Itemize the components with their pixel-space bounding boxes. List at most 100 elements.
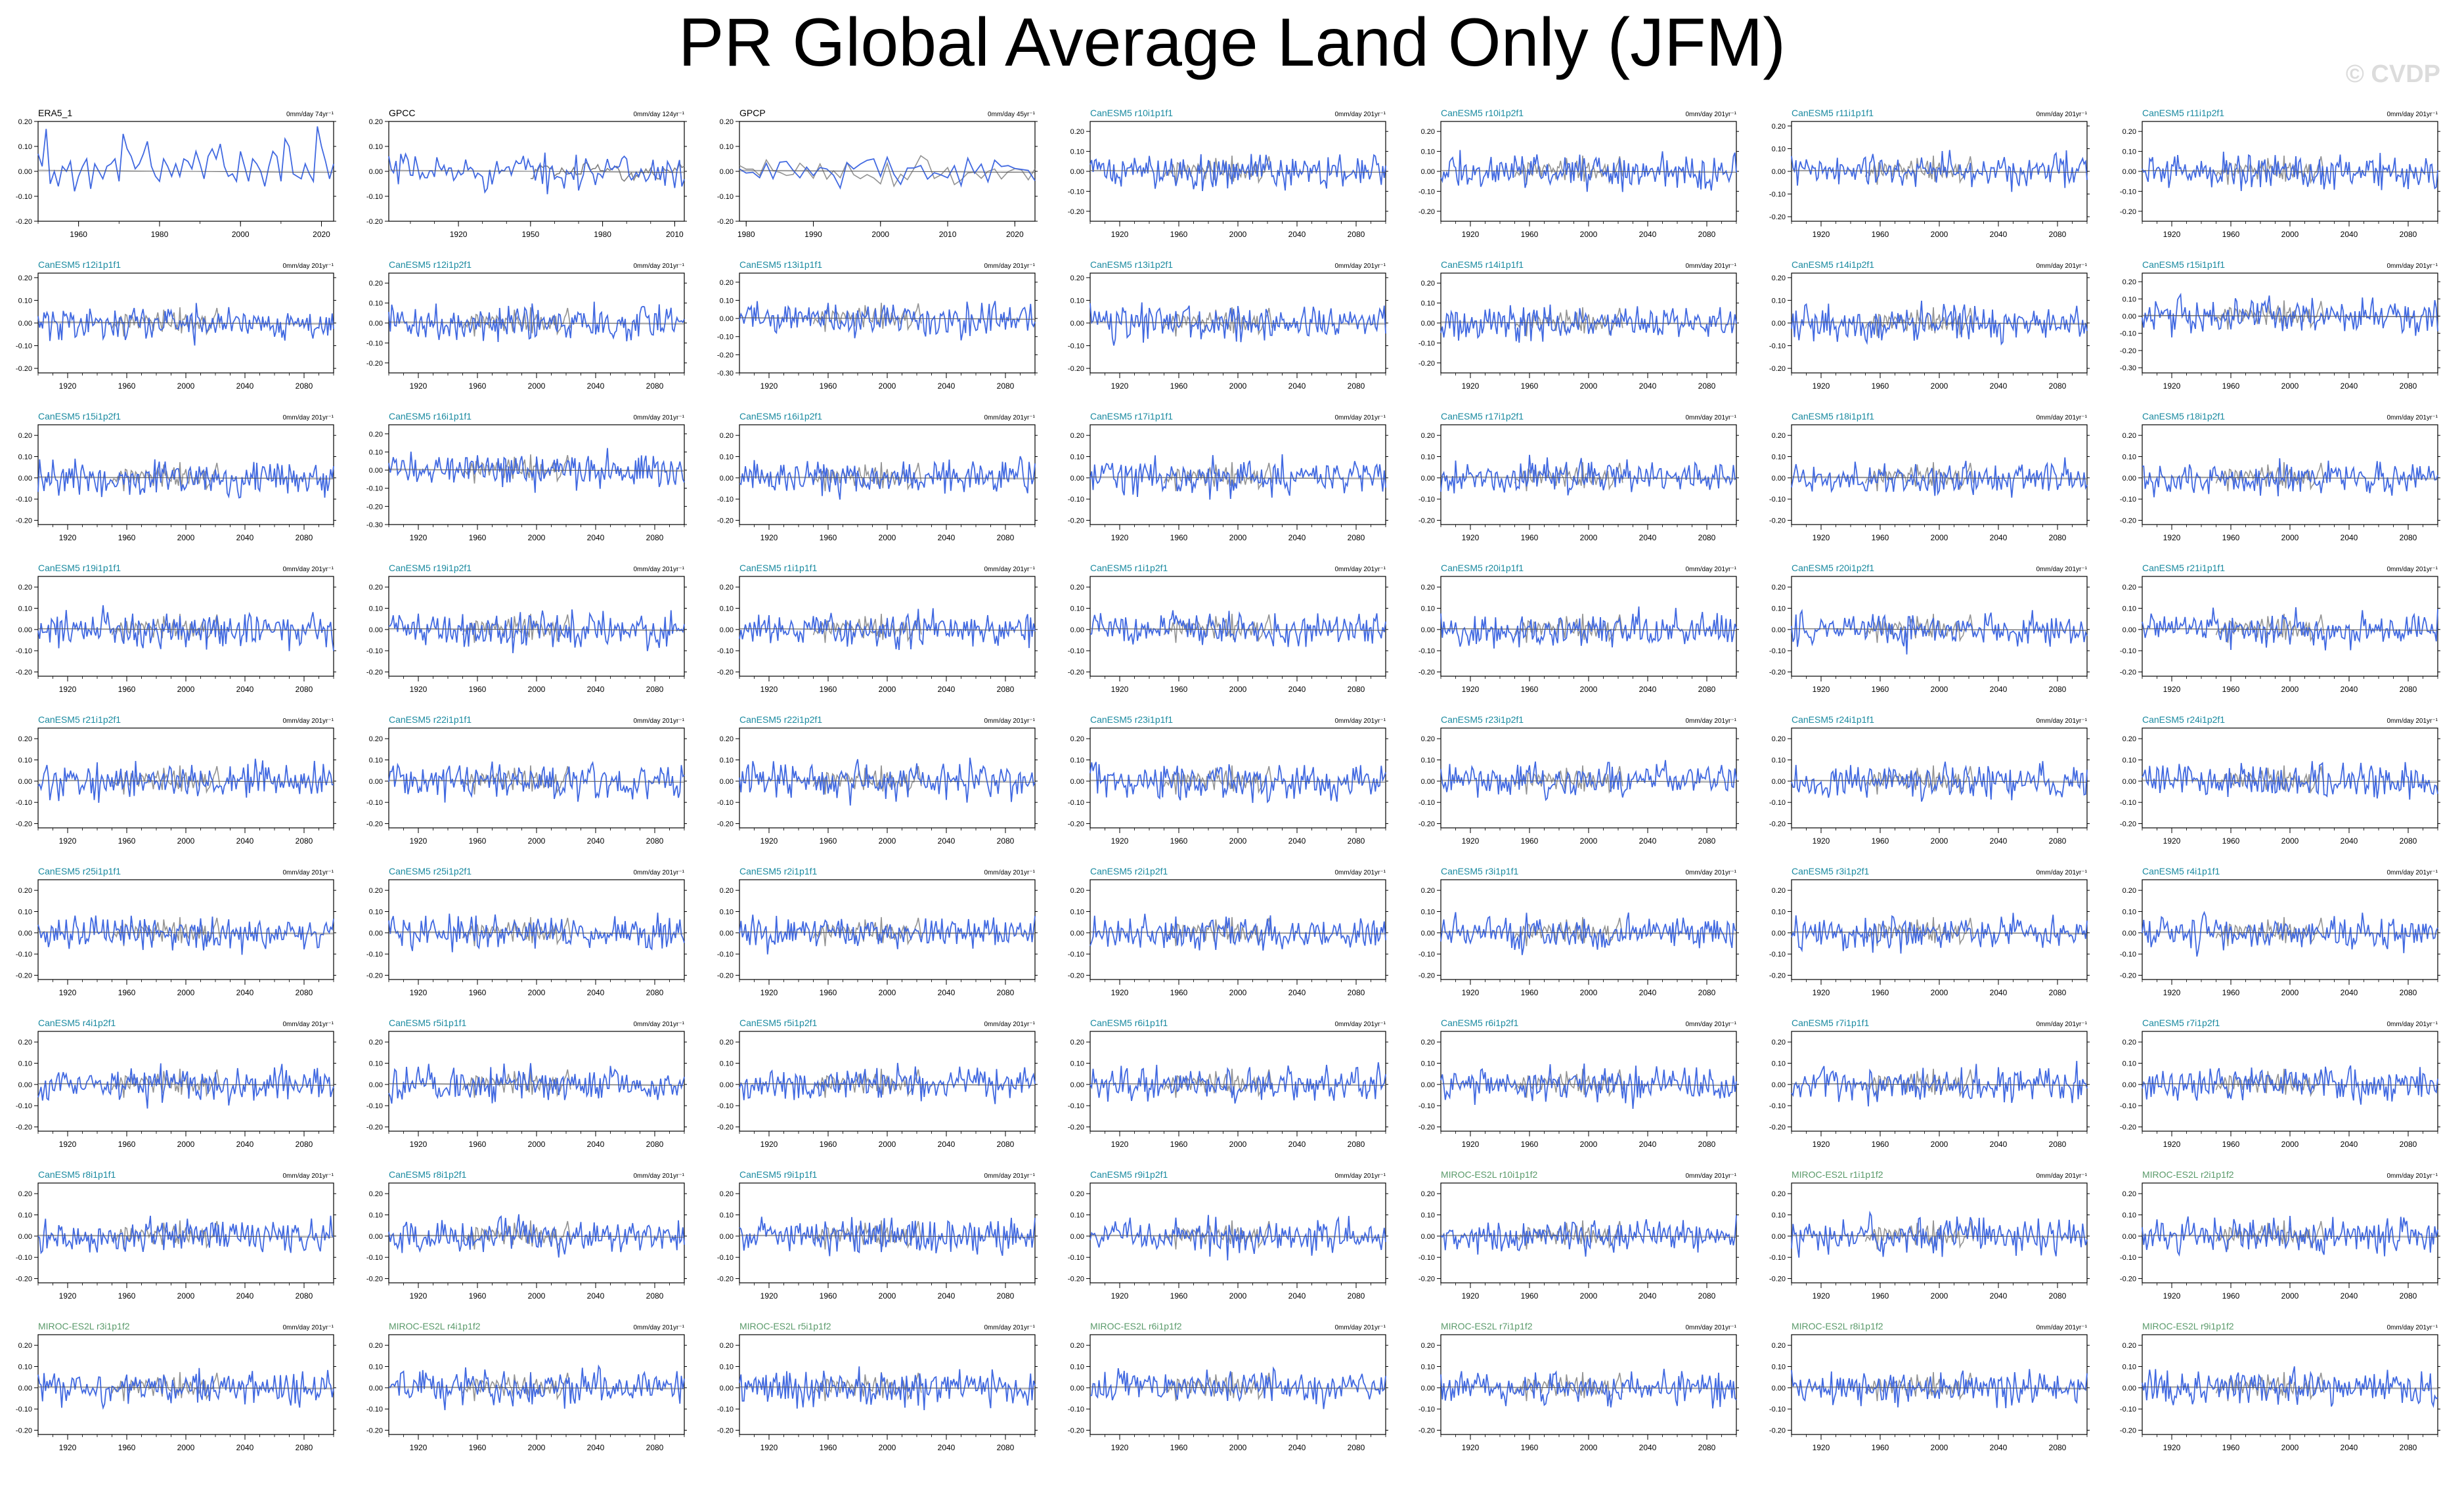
- x-tick-label: 2080: [1348, 1443, 1365, 1452]
- x-tick-label: 1960: [1521, 533, 1539, 542]
- x-tick-label: 1920: [59, 1443, 77, 1452]
- x-tick-label: 1960: [469, 988, 487, 997]
- panel: MIROC-ES2L r5i1p1f2 0mm/day 201yr⁻¹ 0.20 0.…: [717, 1321, 1038, 1452]
- y-tick-label: 0.20: [720, 887, 734, 895]
- x-tick-label: 1920: [760, 685, 778, 694]
- x-tick-label: 2040: [1990, 381, 2008, 391]
- trend-label: 0mm/day 201yr⁻¹: [1685, 869, 1736, 876]
- y-tick-label: -0.10: [2120, 1254, 2136, 1262]
- x-tick-label: 1960: [2222, 685, 2240, 694]
- y-tick-label: 0.00: [369, 467, 383, 475]
- x-tick-label: 2080: [2400, 1443, 2417, 1452]
- panel-title: CanESM5 r7i1p2f1: [2142, 1018, 2220, 1028]
- series-line: [2142, 458, 2438, 498]
- trend-label: 0mm/day 124yr⁻¹: [633, 111, 684, 118]
- trend-label: 0mm/day 201yr⁻¹: [1685, 1173, 1736, 1180]
- x-tick-label: 1950: [522, 230, 540, 239]
- x-tick-label: 1960: [820, 1140, 837, 1149]
- y-tick-label: 0.10: [1772, 297, 1786, 305]
- y-tick-label: -0.10: [2120, 1406, 2136, 1413]
- reference-series-line: [1163, 307, 1273, 337]
- y-tick-label: 0.10: [720, 1060, 734, 1068]
- panel-title: CanESM5 r13i1p2f1: [1090, 259, 1173, 270]
- series-line: [1089, 454, 1386, 500]
- trend-label: 0mm/day 201yr⁻¹: [984, 1324, 1035, 1331]
- panel-title: CanESM5 r18i1p1f1: [1792, 411, 1874, 421]
- panel-title: CanESM5 r4i1p1f1: [2142, 866, 2220, 876]
- x-tick-label: 1960: [1170, 533, 1188, 542]
- y-tick-label: 0.20: [720, 1039, 734, 1046]
- trend-line: [37, 476, 334, 479]
- panel-title: CanESM5 r2i1p2f1: [1090, 866, 1168, 876]
- y-tick-label: 0.20: [1070, 274, 1084, 282]
- x-tick-label: 1920: [1813, 1140, 1830, 1149]
- x-tick-label: 2080: [1698, 533, 1716, 542]
- series-line: [388, 609, 685, 653]
- x-tick-label: 2040: [938, 1140, 956, 1149]
- y-tick-label: -0.20: [366, 821, 383, 829]
- trend-label: 0mm/day 201yr⁻¹: [984, 1173, 1035, 1180]
- x-tick-label: 1920: [2163, 381, 2181, 391]
- x-tick-label: 2040: [1990, 230, 2008, 239]
- y-tick-label: -0.10: [1419, 496, 1435, 504]
- y-tick-label: -0.20: [16, 517, 32, 525]
- trend-label: 0mm/day 201yr⁻¹: [1685, 566, 1736, 573]
- x-tick-label: 2080: [646, 685, 664, 694]
- y-tick-label: 0.20: [1772, 274, 1786, 282]
- x-tick-label: 2040: [938, 1443, 956, 1452]
- trend-line: [1440, 1083, 1737, 1086]
- x-tick-label: 1920: [1813, 685, 1830, 694]
- y-tick-label: 0.00: [720, 778, 734, 786]
- y-tick-label: -0.10: [2120, 951, 2136, 959]
- series-line: [2142, 761, 2438, 800]
- x-tick-label: 1960: [820, 1291, 837, 1301]
- y-tick-label: 0.20: [720, 735, 734, 743]
- x-tick-label: 2000: [1229, 685, 1247, 694]
- panel: GPCP 0mm/day 45yr⁻¹ 0.20 0.10 0.00 -0.10 -0.20…: [717, 108, 1038, 239]
- x-tick-label: 2040: [2341, 1291, 2358, 1301]
- x-tick-label: 1960: [1872, 988, 1889, 997]
- trend-line: [1440, 1234, 1737, 1238]
- y-tick-label: 0.20: [369, 1342, 383, 1350]
- y-tick-label: 0.10: [720, 1364, 734, 1371]
- y-tick-label: -0.10: [366, 1406, 383, 1413]
- x-tick-label: 2080: [2400, 381, 2417, 391]
- reference-series-line: [1864, 613, 1974, 643]
- x-tick-label: 2040: [1288, 1140, 1306, 1149]
- trend-line: [388, 931, 685, 934]
- y-tick-label: -0.10: [16, 1102, 32, 1110]
- trend-label: 0mm/day 201yr⁻¹: [2036, 869, 2087, 876]
- x-tick-label: 2080: [2049, 685, 2067, 694]
- y-tick-label: 0.20: [18, 735, 32, 743]
- y-tick-label: 0.20: [1421, 735, 1435, 743]
- y-tick-label: 0.00: [1070, 778, 1084, 786]
- x-tick-label: 2080: [1698, 988, 1716, 997]
- y-tick-label: 0.20: [1772, 1190, 1786, 1198]
- y-tick-label: -0.10: [717, 1254, 734, 1262]
- y-tick-label: 0.00: [1070, 320, 1084, 328]
- y-tick-label: 0.10: [1070, 297, 1084, 305]
- x-tick-label: 2000: [177, 381, 195, 391]
- x-tick-label: 2080: [646, 836, 664, 846]
- x-tick-label: 1960: [820, 988, 837, 997]
- panel: MIROC-ES2L r8i1p1f2 0mm/day 201yr⁻¹ 0.20 0.…: [1769, 1321, 2090, 1452]
- reference-series-line: [2215, 765, 2325, 795]
- x-tick-label: 1920: [1813, 230, 1830, 239]
- y-tick-label: 0.10: [2123, 1212, 2136, 1220]
- x-tick-label: 2080: [296, 685, 313, 694]
- trend-line: [1089, 1386, 1386, 1389]
- trend-line: [1089, 321, 1386, 325]
- y-tick-label: 0.00: [369, 930, 383, 937]
- reference-series-line: [1514, 1068, 1623, 1098]
- y-tick-label: -0.20: [1769, 1124, 1786, 1132]
- y-tick-label: -0.20: [366, 503, 383, 511]
- series-line: [388, 1063, 685, 1104]
- panel-title: CanESM5 r10i1p1f1: [1090, 108, 1173, 118]
- x-tick-label: 1960: [2222, 230, 2240, 239]
- panel-title: CanESM5 r1i1p1f1: [739, 563, 818, 573]
- series-line: [2142, 1216, 2438, 1257]
- x-tick-label: 1920: [1462, 988, 1480, 997]
- trend-label: 0mm/day 201yr⁻¹: [282, 718, 334, 725]
- y-tick-label: 0.00: [720, 1233, 734, 1241]
- x-tick-label: 2080: [1698, 230, 1716, 239]
